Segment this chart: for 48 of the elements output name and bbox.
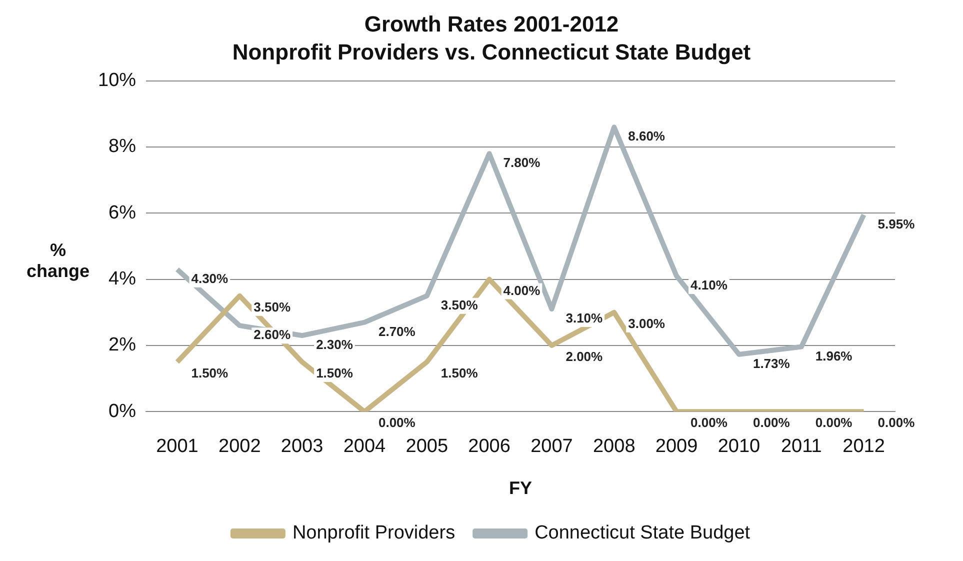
data-label: 2.00% — [566, 349, 604, 364]
y-tick-label: 8% — [108, 136, 136, 158]
data-label: 3.10% — [566, 310, 604, 326]
data-label: 1.50% — [191, 366, 229, 381]
x-tick-label: 2012 — [842, 436, 885, 458]
x-tick-label: 2011 — [780, 436, 822, 458]
data-label: 2.60% — [254, 327, 291, 342]
data-label: 0.00% — [690, 415, 728, 430]
data-label: 1.73% — [752, 356, 790, 371]
legend-label: Nonprofit Providers — [292, 522, 456, 544]
data-label: 4.10% — [690, 278, 728, 293]
x-tick-label: 2008 — [592, 436, 636, 458]
data-label: 3.50% — [440, 297, 478, 312]
data-label: 4.00% — [503, 282, 541, 298]
data-label: 1.50% — [316, 366, 354, 381]
data-label: 3.50% — [254, 299, 291, 314]
y-tick-label: 2% — [108, 334, 136, 356]
x-tick-label: 2001 — [156, 436, 198, 458]
data-label: 5.95% — [878, 216, 916, 232]
data-label: 4.30% — [191, 270, 229, 286]
x-tick-label: 2009 — [655, 436, 698, 458]
data-label: 0.00% — [878, 415, 916, 430]
data-label: 0.00% — [378, 415, 416, 430]
data-label: 0.00% — [815, 415, 853, 430]
data-label: 1.96% — [815, 348, 853, 364]
x-tick-label: 2005 — [406, 436, 448, 458]
x-tick-label: 2004 — [343, 436, 386, 458]
data-label: 2.30% — [316, 337, 354, 352]
y-tick-label: 10% — [98, 70, 136, 92]
x-tick-label: 2006 — [468, 436, 510, 458]
data-label: 3.00% — [628, 316, 666, 331]
data-label: 7.80% — [503, 155, 541, 170]
data-label: 2.70% — [378, 324, 416, 339]
legend-label: Connecticut State Budget — [534, 522, 751, 544]
chart-title: Growth Rates 2001-2012 — [364, 11, 619, 36]
x-axis-title: FY — [509, 478, 532, 498]
x-tick-label: 2007 — [530, 436, 573, 458]
data-label: 8.60% — [628, 128, 666, 144]
y-axis-title: % change — [25, 240, 91, 282]
y-tick-label: 4% — [108, 268, 136, 290]
y-tick-label: 6% — [108, 202, 136, 224]
x-tick-label: 2003 — [280, 436, 324, 458]
chart-subtitle: Nonprofit Providers vs. Connecticut State Budget — [232, 40, 752, 65]
data-label: 1.50% — [440, 366, 478, 381]
y-tick-label: 0% — [108, 400, 136, 422]
data-label: 0.00% — [752, 415, 790, 430]
x-tick-label: 2010 — [718, 436, 760, 458]
x-tick-label: 2002 — [218, 436, 261, 458]
